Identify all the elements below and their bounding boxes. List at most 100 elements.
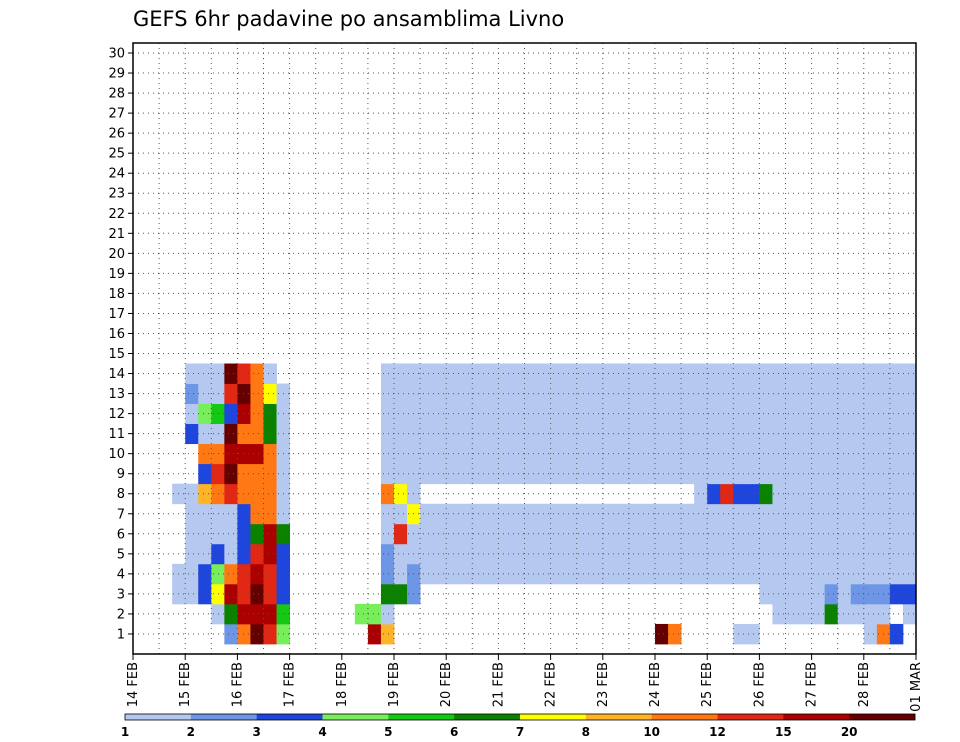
colorbar-swatch [651,714,718,720]
y-tick-label: 5 [117,547,125,562]
heatmap-cell [615,503,630,525]
y-tick-label: 28 [108,87,125,102]
heatmap-cell [798,403,812,425]
heatmap-cell [498,523,512,545]
heatmap-cell [589,363,604,384]
heatmap-cell [537,563,551,585]
heatmap-cell [824,423,839,445]
heatmap-cell [720,443,734,465]
plot-frame [132,42,917,655]
heatmap-cell [850,423,865,445]
heatmap-cell [655,383,669,404]
heatmap-cell [198,423,212,445]
heatmap-cell [837,463,852,485]
heatmap-cell [446,543,460,565]
heatmap-cell [563,503,578,525]
y-tick-label: 30 [108,47,125,62]
heatmap-cell [394,443,408,465]
heatmap-cell [850,383,865,404]
heatmap-cell [198,403,212,425]
heatmap-cell [420,383,434,404]
heatmap-cell [694,563,708,585]
y-tick-label: 20 [108,247,125,262]
heatmap-cell [602,383,617,404]
heatmap-cell [785,363,799,384]
heatmap-cell [485,403,499,425]
heatmap-cell [785,603,799,625]
heatmap-cells [172,363,917,645]
colorbar-label: 10 [643,725,660,739]
heatmap-cell [420,463,434,485]
heatmap-cell [563,543,578,565]
heatmap-cell [850,603,865,625]
heatmap-cell [446,463,460,485]
heatmap-cell [394,563,408,585]
heatmap-cell [550,523,565,545]
heatmap-cell [446,403,460,425]
heatmap-cell [694,443,708,465]
heatmap-cell [889,503,904,525]
heatmap-cell [237,423,251,445]
heatmap-cell [263,503,277,525]
heatmap-cell [681,463,695,485]
heatmap-cell [850,483,865,505]
heatmap-cell [420,503,434,525]
heatmap-cell [394,383,408,404]
heatmap-cell [720,523,734,545]
heatmap-cell [537,463,551,485]
heatmap-cell [380,603,395,625]
heatmap-cell [380,483,395,505]
heatmap-cell [263,423,277,445]
heatmap-cell [824,563,839,585]
heatmap-cell [263,443,277,465]
heatmap-cell [615,523,630,545]
heatmap-cell [250,363,264,384]
heatmap-cell [681,543,695,565]
heatmap-cell [720,543,734,565]
heatmap-cell [733,523,747,545]
heatmap-cell [472,443,486,465]
heatmap-cell [224,463,238,485]
heatmap-cell [433,463,447,485]
heatmap-cell [237,503,251,525]
heatmap-cell [772,423,786,445]
heatmap-cell [459,363,473,384]
heatmap-cell [863,463,878,485]
y-tick-label: 2 [117,607,125,622]
heatmap-cell [550,503,565,525]
heatmap-cell [628,523,643,545]
heatmap-cell [550,363,565,384]
heatmap-cell [759,383,773,404]
heatmap-cell [902,543,917,565]
heatmap-cell [237,443,251,465]
heatmap-cell [668,463,682,485]
heatmap-cell [472,463,486,485]
heatmap-cell [798,563,812,585]
heatmap-cell [785,403,799,425]
heatmap-cell [485,503,499,525]
heatmap-cell [380,403,395,425]
colorbar-label: 20 [841,725,858,739]
heatmap-cell [720,463,734,485]
x-tick-label: 16 FEB [230,662,245,707]
heatmap-cell [785,483,799,505]
heatmap-cell [863,483,878,505]
heatmap-cell [785,523,799,545]
colorbar-frame [124,713,916,721]
heatmap-cell [863,423,878,445]
heatmap-cell [837,523,852,545]
heatmap-cell [772,603,786,625]
heatmap-cell [850,363,865,384]
heatmap-cell [185,383,199,404]
heatmap-cell [380,623,395,645]
heatmap-cell [863,563,878,585]
heatmap-cell [263,543,277,565]
heatmap-cell [863,363,878,384]
heatmap-cell [733,483,747,505]
heatmap-cell [498,403,512,425]
heatmap-cell [198,563,212,585]
colorbar-label: 3 [252,725,260,739]
heatmap-cell [589,543,604,565]
heatmap-cell [668,383,682,404]
